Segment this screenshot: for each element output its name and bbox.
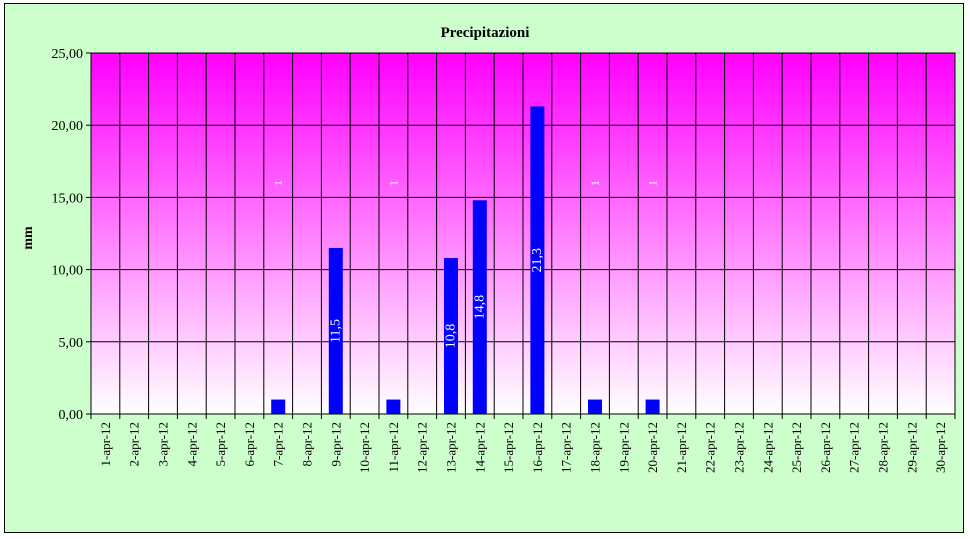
chart-frame: Precipitazioni mm 1 11,5 1 10,8 14,8 21,3 1 1 0… — [4, 3, 964, 533]
bar — [472, 200, 487, 414]
y-tick-label: 0,00 — [59, 408, 84, 423]
bars — [271, 106, 660, 414]
x-tick-label: 22-apr-12 — [703, 422, 718, 473]
x-tick-label: 6-apr-12 — [242, 422, 257, 467]
data-labels: 1 11,5 1 10,8 14,8 21,3 1 1 — [271, 180, 659, 348]
x-tick-label: 16-apr-12 — [530, 422, 545, 473]
x-tick-label: 24-apr-12 — [760, 422, 775, 473]
y-tick-label: 5,00 — [59, 336, 84, 351]
y-axis-label: mm — [21, 226, 36, 250]
bar — [645, 399, 660, 414]
x-tick-label: 10-apr-12 — [357, 422, 372, 473]
x-tick-label: 14-apr-12 — [472, 422, 487, 473]
bar — [444, 258, 458, 414]
y-tick-label: 10,00 — [52, 264, 84, 279]
bar-data-label: 1 — [646, 180, 660, 186]
bar-data-label: 11,5 — [328, 319, 343, 343]
bar — [386, 399, 401, 414]
x-tick-label: 5-apr-12 — [213, 422, 228, 467]
bar — [588, 399, 602, 414]
x-tick-label: 7-apr-12 — [271, 422, 286, 467]
grid-lines — [91, 52, 955, 415]
y-tick-label: 20,00 — [52, 119, 84, 134]
bar — [271, 399, 286, 414]
axes: 0,00 5,00 10,00 15,00 20,00 25,00 1-apr-12 2-ap… — [52, 47, 956, 473]
x-tick-label: 25-apr-12 — [789, 422, 804, 473]
bar-data-label: 1 — [588, 180, 602, 186]
x-tick-label: 26-apr-12 — [818, 422, 833, 473]
x-tick-label: 2-apr-12 — [127, 422, 142, 467]
x-tick-label: 1-apr-12 — [98, 422, 113, 467]
bar-data-label: 14,8 — [472, 295, 487, 320]
x-tick-label: 30-apr-12 — [933, 422, 948, 473]
x-tick-label: 29-apr-12 — [904, 422, 919, 473]
bar-data-label: 1 — [386, 180, 400, 186]
x-tick-label: 27-apr-12 — [847, 422, 862, 473]
x-tick-label: 21-apr-12 — [674, 422, 689, 473]
x-tick-label: 13-apr-12 — [444, 422, 459, 473]
x-tick-label: 28-apr-12 — [876, 422, 891, 473]
bar — [328, 247, 343, 414]
x-tick-label: 12-apr-12 — [415, 422, 430, 473]
x-tick-label: 17-apr-12 — [559, 422, 574, 473]
bar-data-label: 21,3 — [530, 248, 545, 273]
x-tick-label: 20-apr-12 — [645, 422, 660, 473]
x-tick-label: 18-apr-12 — [588, 422, 603, 473]
x-tick-label: 23-apr-12 — [732, 422, 747, 473]
x-tick-label: 3-apr-12 — [156, 422, 171, 467]
x-tick-label: 9-apr-12 — [328, 422, 343, 467]
x-tick-label: 11-apr-12 — [386, 422, 401, 473]
bar-data-label: 10,8 — [444, 324, 459, 349]
x-tick-label: 15-apr-12 — [501, 422, 516, 473]
bar — [530, 106, 545, 414]
chart-title: Precipitazioni — [441, 25, 530, 41]
x-tick-label: 4-apr-12 — [184, 422, 199, 467]
bar-data-label: 1 — [271, 180, 285, 186]
y-tick-label: 15,00 — [52, 191, 84, 206]
precipitation-chart: Precipitazioni mm 1 11,5 1 10,8 14,8 21,3 1 1 0… — [21, 25, 956, 473]
x-tick-label: 8-apr-12 — [300, 422, 315, 467]
x-tick-label: 19-apr-12 — [616, 422, 631, 473]
y-tick-label: 25,00 — [52, 47, 84, 62]
